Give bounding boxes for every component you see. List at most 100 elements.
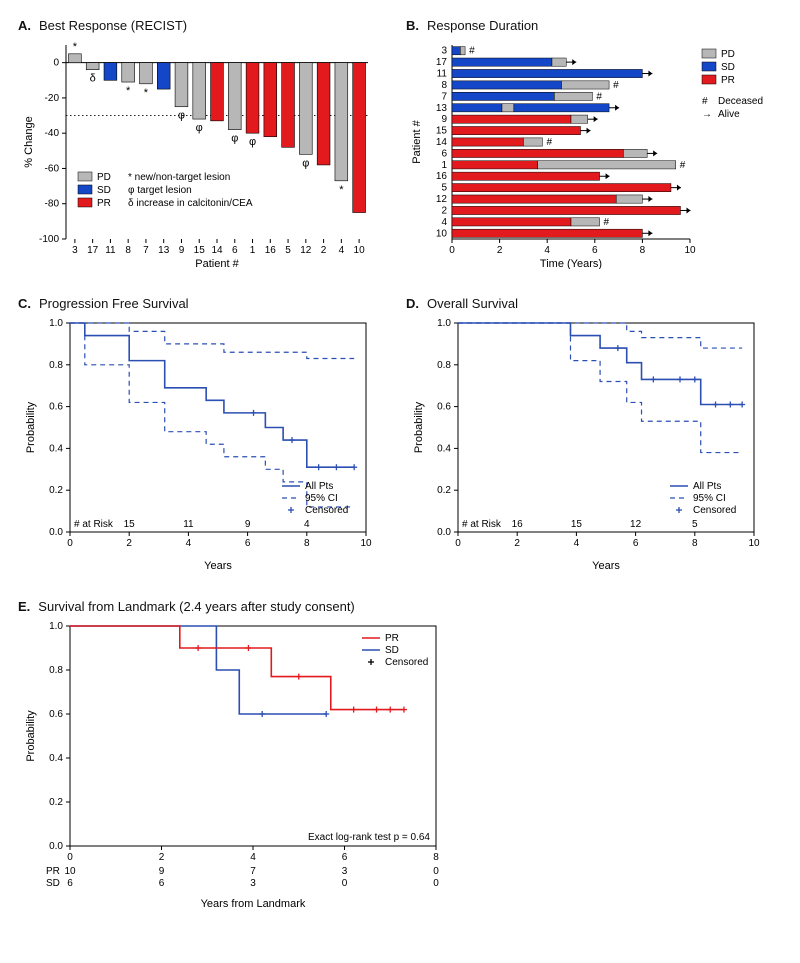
svg-text:6: 6 [592,245,598,256]
svg-text:4: 4 [441,217,447,228]
svg-text:13: 13 [436,103,448,114]
svg-text:7: 7 [143,245,149,256]
svg-text:Alive: Alive [718,109,740,120]
svg-text:3: 3 [250,878,256,889]
svg-text:Probability: Probability [25,401,37,453]
svg-text:PR: PR [46,866,60,877]
svg-text:6: 6 [232,245,238,256]
svg-text:#: # [680,160,686,171]
svg-text:φ: φ [249,136,256,148]
svg-text:2: 2 [497,245,503,256]
svg-text:15: 15 [436,126,448,137]
svg-text:14: 14 [436,137,448,148]
panel-b-title: Response Duration [427,18,538,33]
svg-text:-60: -60 [45,163,60,174]
svg-text:PD: PD [721,49,735,60]
svg-text:0.6: 0.6 [437,402,451,413]
svg-text:8: 8 [692,538,698,549]
svg-text:17: 17 [87,245,99,256]
panel-b: B.Response Duration 02468103#17118#7#139… [406,18,776,274]
panel-c-title: Progression Free Survival [39,296,189,311]
svg-text:5: 5 [441,183,447,194]
svg-text:7: 7 [250,866,256,877]
panel-e-title: Survival from Landmark (2.4 years after … [38,599,354,614]
svg-text:9: 9 [245,519,251,530]
svg-text:0.2: 0.2 [437,485,451,496]
svg-text:0: 0 [455,538,461,549]
svg-text:→: → [702,109,712,120]
svg-text:1: 1 [250,245,256,256]
svg-text:# at Risk: # at Risk [462,519,502,530]
svg-text:6: 6 [441,148,447,159]
svg-text:15: 15 [124,519,136,530]
svg-text:6: 6 [633,538,639,549]
svg-text:PR: PR [721,75,735,86]
svg-text:PR: PR [385,633,399,644]
svg-text:SD: SD [385,645,399,656]
panel-a: A.Best Response (RECIST) 0-20-40-60-80-1… [18,18,378,274]
svg-text:7: 7 [441,91,447,102]
panel-c-label: C. [18,296,31,311]
svg-text:0.0: 0.0 [49,527,63,538]
svg-text:SD: SD [97,185,111,196]
svg-text:#: # [546,137,552,148]
svg-text:9: 9 [179,245,185,256]
svg-text:4: 4 [304,519,310,530]
svg-text:3: 3 [72,245,78,256]
svg-text:4: 4 [574,538,580,549]
svg-text:5: 5 [285,245,291,256]
svg-text:0.0: 0.0 [49,841,63,852]
svg-text:5: 5 [692,519,698,530]
svg-text:0.8: 0.8 [437,360,451,371]
panel-d: D.Overall Survival 02468100.00.20.40.60.… [406,296,766,577]
svg-text:95% CI: 95% CI [305,493,338,504]
svg-text:δ: δ [90,73,96,85]
waterfall-chart: 0-20-40-60-80-1003*17δ118*7*139φ15φ146φ1… [18,39,378,269]
svg-text:Exact log-rank test p = 0.64: Exact log-rank test p = 0.64 [308,832,430,843]
km-pfs: 02468100.00.20.40.60.81.0YearsProbabilit… [18,317,378,572]
svg-text:All Pts: All Pts [305,481,333,492]
svg-text:0.6: 0.6 [49,402,63,413]
svg-text:9: 9 [159,866,165,877]
svg-text:1.0: 1.0 [437,318,451,329]
km-os: 02468100.00.20.40.60.81.0YearsProbabilit… [406,317,766,572]
svg-text:2: 2 [126,538,132,549]
svg-text:Probability: Probability [413,401,425,453]
svg-text:16: 16 [436,171,448,182]
svg-text:2: 2 [441,205,447,216]
svg-text:2: 2 [159,852,165,863]
svg-text:12: 12 [436,194,448,205]
svg-text:#: # [469,46,475,57]
svg-text:Patient #: Patient # [195,258,239,269]
svg-text:0.6: 0.6 [49,709,63,720]
svg-text:Years from Landmark: Years from Landmark [201,898,306,910]
svg-text:2: 2 [514,538,520,549]
svg-text:-80: -80 [45,199,60,210]
svg-text:*: * [144,87,149,99]
svg-text:9: 9 [441,114,447,125]
panel-d-label: D. [406,296,419,311]
svg-text:14: 14 [211,245,223,256]
svg-text:15: 15 [571,519,583,530]
svg-text:0.4: 0.4 [437,443,451,454]
svg-text:SD: SD [46,878,60,889]
svg-text:6: 6 [67,878,73,889]
svg-text:*: * [339,184,344,196]
svg-text:φ target lesion: φ target lesion [128,185,192,196]
svg-text:Deceased: Deceased [718,96,763,107]
svg-text:-40: -40 [45,128,60,139]
svg-text:SD: SD [721,62,735,73]
svg-text:12: 12 [630,519,642,530]
svg-text:16: 16 [265,245,277,256]
panel-b-label: B. [406,18,419,33]
svg-text:4: 4 [544,245,550,256]
svg-text:#: # [604,217,610,228]
svg-text:φ: φ [302,157,309,169]
svg-text:8: 8 [441,80,447,91]
svg-text:1: 1 [441,160,447,171]
svg-text:0.2: 0.2 [49,485,63,496]
svg-text:3: 3 [441,46,447,57]
svg-text:6: 6 [342,852,348,863]
svg-text:0.0: 0.0 [437,527,451,538]
svg-text:4: 4 [186,538,192,549]
